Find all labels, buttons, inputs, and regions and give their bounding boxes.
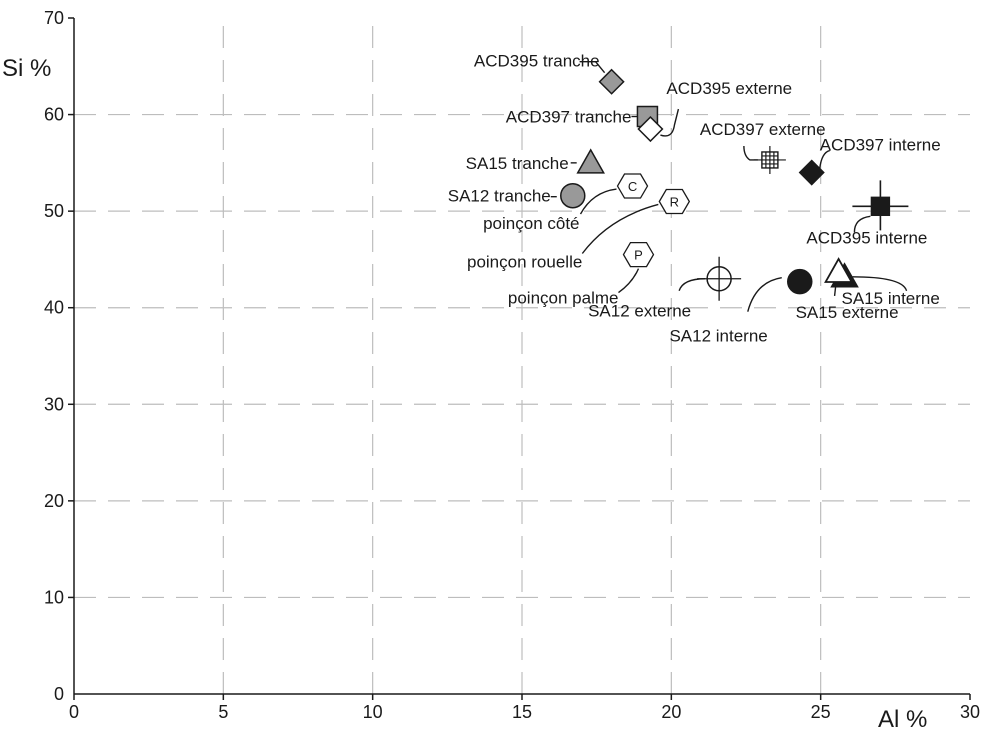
label-acd395-externe: ACD395 externe [666,79,792,98]
diamond-marker [798,159,825,186]
connector-poincon-palme [618,268,640,294]
y-tick-label: 70 [44,8,64,28]
hexagon-letter: C [628,179,637,194]
x-tick-label: 10 [363,702,383,722]
data-point-poincon-palme: P [622,241,655,268]
label-acd397-interne: ACD397 interne [820,136,941,155]
diamond-marker [637,115,664,143]
hexagon-letter: R [670,194,679,209]
data-point-acd395-interne [852,180,909,231]
data-point-sa15-tranche [576,148,605,174]
data-point-sa15-externe [824,257,854,283]
point-labels: ACD395 tranche ACD397 tranche ACD395 exter… [448,52,941,346]
connector-acd397-interne [819,149,830,169]
x-tick-label: 5 [218,702,228,722]
y-tick-label: 0 [54,684,64,704]
x-tick-label: 25 [811,702,831,722]
x-tick-label: 30 [960,702,980,722]
connector-sa12-interne [747,276,782,312]
data-point-acd397-interne [798,159,825,186]
connector-poincon-cote [579,188,617,215]
square-cross-lines [753,145,786,174]
grid-lines [74,18,970,694]
y-axis-title: Si % [2,55,51,82]
triangle-marker [576,148,605,174]
circle-marker [787,268,813,295]
y-tick-label: 50 [44,201,64,221]
connector-acd395-tranche [579,61,606,74]
x-tick-label: 20 [661,702,681,722]
label-acd395-tranche: ACD395 tranche [474,52,600,71]
hexagon-marker [658,188,691,215]
y-tick-label: 20 [44,491,64,511]
label-poincon-cote: poinçon côté [483,214,579,233]
label-connectors [550,61,908,312]
label-acd397-externe: ACD397 externe [700,120,826,139]
hexagon-letter: P [634,248,643,263]
y-tick-label: 40 [44,298,64,318]
label-sa15-interne: SA15 interne [842,289,940,308]
label-sa12-interne: SA12 interne [669,327,767,346]
y-tick-label: 10 [44,587,64,607]
data-point-acd397-externe [753,145,786,174]
label-poincon-palme: poinçon palme [508,289,619,308]
connector-acd395-interne [853,215,871,233]
data-point-acd395-externe [637,115,664,143]
label-sa15-tranche: SA15 tranche [466,154,569,173]
x-axis-title: Al % [878,706,927,729]
data-point-poincon-rouelle: R [658,188,691,215]
triangle-marker [824,257,854,283]
x-tick-label: 15 [512,702,532,722]
connector-acd395-externe [660,108,680,137]
circle-marker [560,182,586,209]
label-sa12-externe: SA12 externe [588,302,691,321]
x-tick-label: 0 [69,702,79,722]
cross-lines [697,256,742,301]
y-tick-label: 60 [44,105,64,125]
data-point-sa12-interne [787,268,813,295]
connector-acd397-externe [743,145,758,161]
axis-ticks: 0 5 10 15 20 25 30 0 10 20 30 40 50 60 70 [44,8,980,722]
data-point-poincon-cote: C [616,173,649,199]
label-sa12-tranche: SA12 tranche [448,187,551,206]
data-point-acd395-tranche [598,68,625,95]
data-markers: C R P [560,68,909,301]
connector-sa15-interne [852,276,908,292]
data-point-sa12-tranche [560,182,586,209]
label-sa15-externe: SA15 externe [796,303,899,322]
hexagon-marker [622,241,655,268]
connector-poincon-rouelle [581,203,659,254]
hexagon-marker [616,173,649,199]
label-acd397-tranche: ACD397 tranche [506,108,632,127]
y-tick-label: 30 [44,394,64,414]
connector-sa12-externe [678,278,706,292]
label-poincon-rouelle: poinçon rouelle [467,252,582,271]
filled-square-marker [870,196,891,217]
data-point-sa12-externe [697,256,742,301]
diamond-marker [598,68,625,95]
label-acd395-interne: ACD395 interne [806,228,927,247]
